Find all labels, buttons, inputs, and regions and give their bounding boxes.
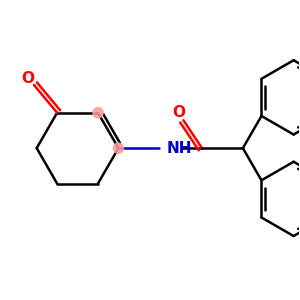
Circle shape <box>93 108 103 118</box>
Text: O: O <box>21 71 34 86</box>
Text: NH: NH <box>167 141 192 156</box>
Circle shape <box>113 143 124 153</box>
Text: O: O <box>172 105 185 120</box>
